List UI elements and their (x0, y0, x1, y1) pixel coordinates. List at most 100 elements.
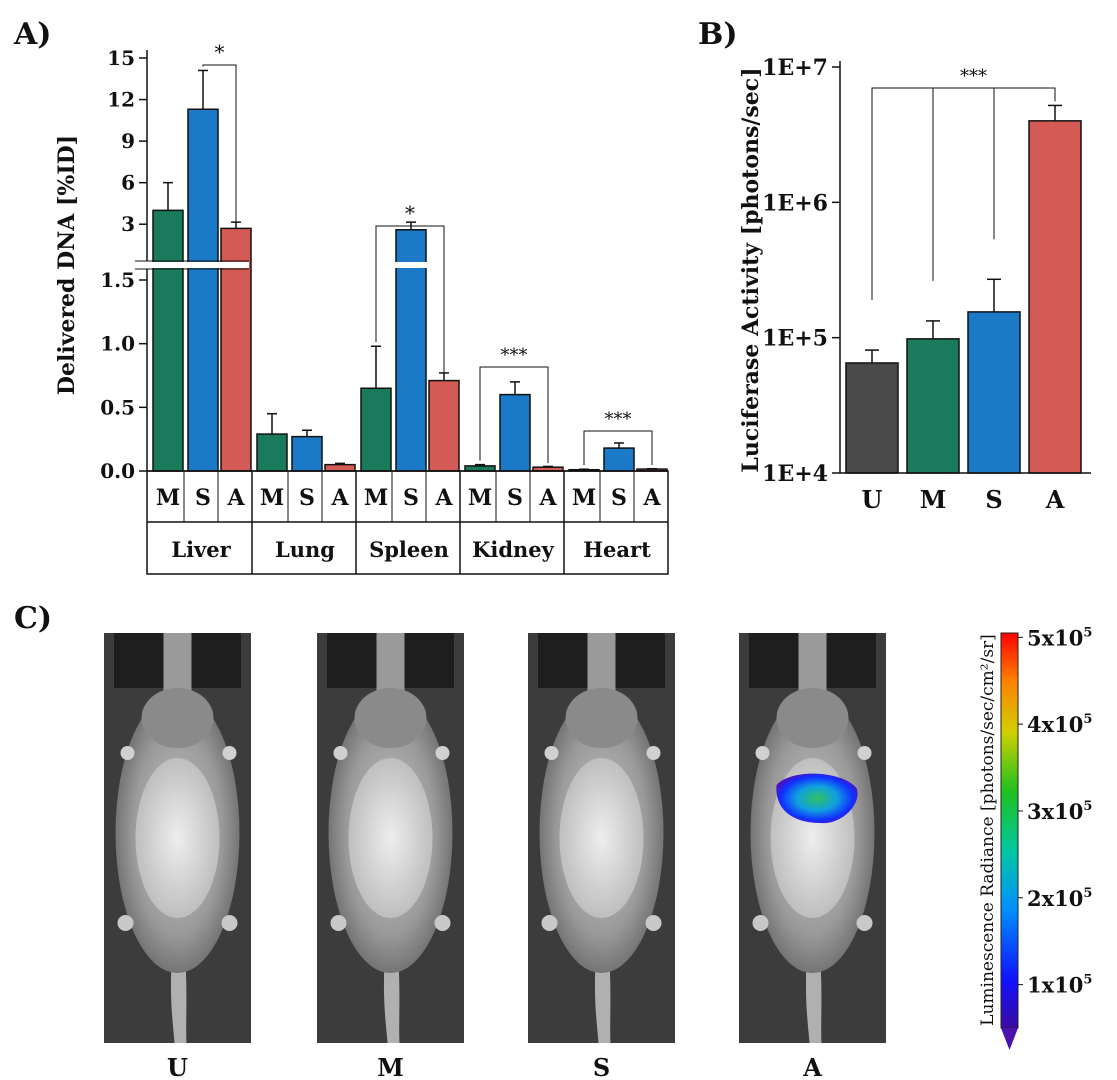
mouse-head (354, 688, 427, 748)
category-label: S (985, 485, 1002, 514)
formulation-label: S (299, 485, 315, 511)
bar-a (1028, 120, 1082, 474)
colorbar-tick-label: 4x105 (1027, 712, 1092, 737)
colorbar-tick-base: 3x10 (1027, 799, 1083, 824)
formulation-label: A (538, 485, 557, 511)
bar-m (906, 338, 960, 474)
colorbar-tick-base: 2x10 (1027, 886, 1083, 911)
mouse-paw (755, 746, 770, 760)
panel-b-axes (839, 61, 1091, 474)
mouse-tail (383, 963, 400, 1043)
significance-bracket (583, 430, 653, 466)
colorbar-tick-label: 5x105 (1027, 625, 1092, 650)
colorbar-label: Luminescence Radiance [photons/sec/cm²/s… (978, 634, 998, 1026)
mouse-tail (805, 963, 822, 1043)
bar-lung-a (324, 463, 356, 472)
colorbar-tick-exponent: 5 (1083, 886, 1092, 901)
mouse-head (141, 688, 214, 748)
formulation-label: M (572, 485, 596, 511)
mouse-paw (434, 915, 451, 931)
y-tick-label: 12 (107, 88, 135, 112)
mouse-image-u (104, 633, 251, 1043)
significance-label: *** (501, 345, 528, 366)
image-label: U (167, 1053, 188, 1080)
mouse-belly (348, 758, 433, 918)
mouse-paw (330, 915, 347, 931)
significance-bracket (479, 366, 549, 464)
bar-lung-m (256, 433, 288, 472)
mouse-head (565, 688, 638, 748)
mouse-image-a (739, 633, 886, 1043)
formulation-label: S (403, 485, 419, 511)
colorbar-tick-label: 2x105 (1027, 886, 1092, 911)
mouse-belly (559, 758, 644, 918)
panel-c-colorbar: Luminescence Radiance [photons/sec/cm²/s… (978, 625, 1092, 1050)
bar-spleen-m (360, 387, 392, 472)
panel-a-y-ticks: 0.0 0.5 1.0 1.5 3 6 9 12 15 (100, 46, 147, 483)
y-tick-label: 0.0 (100, 459, 135, 483)
formulation-label: M (156, 485, 180, 511)
bar-liver-m (152, 209, 184, 472)
panel-a-significance: ******** (202, 40, 653, 466)
formulation-label: A (226, 485, 245, 511)
mouse-belly (135, 758, 220, 918)
panel-a-y-axis-label: Delivered DNA [%ID] (54, 135, 80, 395)
formulation-label: M (260, 485, 284, 511)
organ-label: Liver (171, 537, 231, 562)
y-tick-label: 1E+7 (762, 55, 828, 81)
y-tick-label: 1E+5 (762, 326, 828, 352)
panel-c: C) U M S A Luminescence Radiance [photons/s… (14, 601, 1092, 1080)
formulation-label: S (611, 485, 627, 511)
organ-label: Lung (275, 537, 335, 562)
bar-spleen-a (428, 379, 460, 472)
colorbar-tick-exponent: 5 (1083, 973, 1092, 988)
formulation-label: M (364, 485, 388, 511)
formulation-label: S (195, 485, 211, 511)
category-label: U (862, 485, 883, 514)
significance-bracket (375, 225, 445, 377)
significance-bracket (202, 64, 237, 225)
mouse-image-s (528, 633, 675, 1043)
organ-label: Spleen (369, 537, 449, 562)
significance-label: * (405, 201, 415, 225)
colorbar-tick-base: 4x10 (1027, 712, 1083, 737)
colorbar-tip (1001, 1028, 1018, 1050)
panel-b-label: B) (698, 17, 738, 52)
bar-kidney-m (464, 465, 496, 472)
bar-liver-s (187, 108, 219, 472)
panel-a-label: A) (13, 17, 51, 52)
mouse-paw (117, 915, 134, 931)
y-tick-label: 15 (107, 46, 135, 70)
y-tick-label: 1E+4 (762, 461, 828, 487)
y-tick-label: 1E+6 (762, 190, 828, 216)
significance-label: *** (605, 409, 632, 430)
panel-b-y-ticks: 1E+4 1E+5 1E+6 1E+7 (762, 55, 840, 487)
mouse-paw (333, 746, 348, 760)
organ-label: Kidney (472, 537, 555, 562)
mouse-image-m (317, 633, 464, 1043)
colorbar-tick-exponent: 5 (1083, 625, 1092, 640)
category-label: A (1045, 485, 1065, 514)
bar-heart-s (603, 447, 635, 472)
mouse-paw (544, 746, 559, 760)
y-tick-label: 1.0 (100, 332, 135, 356)
bar-s (967, 311, 1021, 474)
mouse-paw (645, 915, 662, 931)
panel-c-label: C) (14, 601, 52, 636)
colorbar-tick-label: 1x105 (1027, 973, 1092, 998)
mouse-paw (857, 746, 872, 760)
bar-kidney-s (499, 393, 531, 472)
mouse-tail (170, 963, 187, 1043)
luminescence-signal (776, 773, 858, 824)
significance-bracket (871, 87, 1056, 301)
mouse-paw (120, 746, 135, 760)
y-tick-label: 6 (121, 171, 135, 195)
formulation-label: S (507, 485, 523, 511)
image-label: A (802, 1053, 822, 1080)
colorbar-tick-exponent: 5 (1083, 712, 1092, 727)
category-label: M (920, 485, 947, 514)
